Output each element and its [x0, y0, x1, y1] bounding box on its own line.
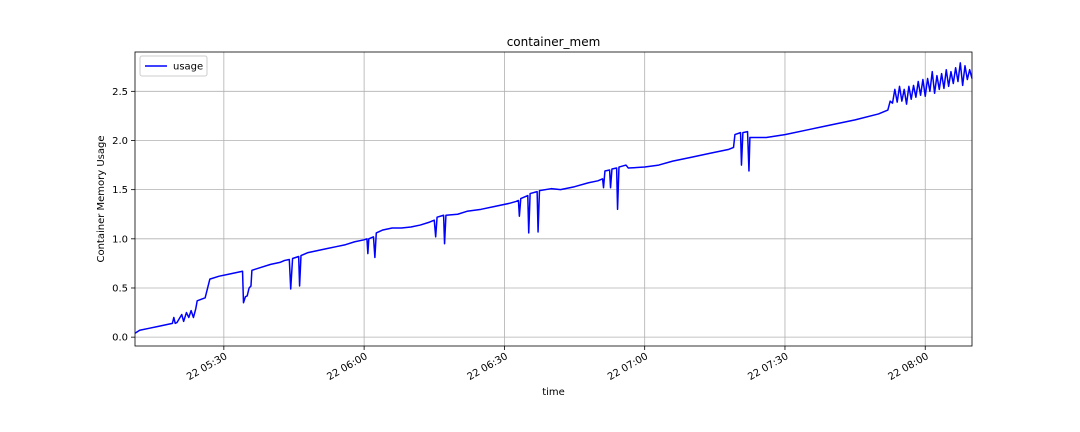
x-tick-label: 22 08:00 — [886, 351, 930, 383]
x-tick-label: 22 05:30 — [185, 351, 229, 383]
grid-lines — [135, 52, 972, 346]
x-axis-label: time — [542, 387, 565, 398]
y-axis-label: Container Memory Usage — [96, 135, 107, 262]
plot-frame — [134, 51, 973, 347]
x-tick-label: 22 06:30 — [466, 351, 510, 383]
legend-box — [139, 55, 208, 77]
y-tick-label: 2.5 — [112, 87, 128, 98]
legend-label-usage: usage — [173, 62, 203, 73]
series-layer — [134, 62, 973, 334]
x-tick-label: 22 06:00 — [325, 351, 369, 383]
series-line-usage — [134, 62, 973, 334]
chart-title: container_mem — [507, 35, 601, 49]
x-tick-label: 22 07:30 — [746, 351, 790, 383]
x-tick-label: 22 07:00 — [606, 351, 650, 383]
y-tick-label: 0.0 — [112, 333, 128, 344]
legend: usage — [139, 55, 208, 77]
y-tick-label: 1.0 — [112, 234, 128, 245]
y-tick-label: 2.0 — [112, 136, 128, 147]
y-tick-label: 1.5 — [112, 185, 128, 196]
y-tick-label: 0.5 — [112, 283, 128, 294]
y-axis-ticks: 0.0 0.5 1.0 1.5 2.0 2.5 — [112, 87, 135, 344]
x-axis-ticks: 22 05:30 22 06:00 22 06:30 22 07:00 22 07:30… — [185, 346, 931, 383]
